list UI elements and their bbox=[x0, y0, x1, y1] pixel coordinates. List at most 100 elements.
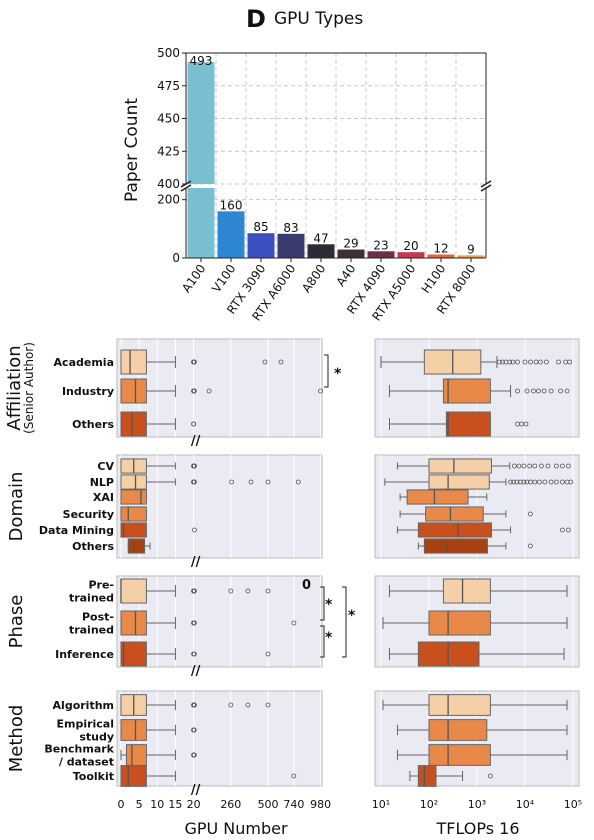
box bbox=[423, 538, 488, 554]
gpu-tick-label: 740 bbox=[283, 798, 304, 811]
box-outlier bbox=[559, 463, 565, 469]
significance-star: * bbox=[325, 597, 333, 613]
panel-letter: D bbox=[246, 5, 266, 33]
box-outlier bbox=[524, 479, 530, 485]
box-row-label: / dataset bbox=[59, 756, 114, 769]
significance-bracket bbox=[324, 354, 329, 388]
box bbox=[127, 538, 146, 554]
box bbox=[120, 349, 147, 375]
significance-star: * bbox=[334, 366, 342, 382]
axis-break-mark bbox=[480, 184, 492, 192]
box-outlier bbox=[262, 359, 268, 365]
box-panel-bg bbox=[116, 454, 323, 559]
box-outlier bbox=[191, 359, 197, 365]
box bbox=[120, 610, 147, 636]
axis-break-mark bbox=[180, 180, 192, 188]
box-outlier bbox=[265, 702, 271, 708]
box-outlier bbox=[228, 702, 234, 708]
gpu-tick-label: 20 bbox=[187, 798, 201, 811]
box-row-label: Pre- bbox=[88, 579, 114, 592]
box bbox=[120, 765, 147, 787]
box-outlier bbox=[191, 651, 197, 657]
box bbox=[120, 474, 147, 490]
box-outlier bbox=[191, 421, 197, 427]
box-row-label: Toolkit bbox=[73, 770, 114, 783]
bar-y-tick-label: 475 bbox=[157, 79, 180, 93]
box-outlier bbox=[556, 359, 561, 365]
box-outlier bbox=[245, 702, 251, 708]
box-outlier bbox=[541, 388, 547, 394]
box bbox=[120, 522, 147, 538]
group-title: Phase bbox=[6, 595, 27, 649]
box-outlier bbox=[559, 479, 565, 485]
box-outlier bbox=[229, 479, 235, 485]
bar-y-tick-label: 200 bbox=[157, 193, 180, 207]
box-outlier bbox=[553, 479, 559, 485]
bar-x-tick-label: A100 bbox=[179, 262, 208, 296]
box bbox=[125, 744, 147, 766]
box bbox=[120, 506, 147, 522]
box bbox=[120, 578, 147, 604]
box-outlier bbox=[564, 388, 570, 394]
bar bbox=[427, 254, 455, 258]
gpu-tick-label: 260 bbox=[220, 798, 241, 811]
gpu-tick-label: 15 bbox=[168, 798, 182, 811]
box bbox=[428, 719, 488, 741]
bar-value-label: 12 bbox=[433, 242, 448, 256]
figure-title: GPU Types bbox=[274, 9, 363, 29]
gpu-tick-label: 0 bbox=[118, 798, 125, 811]
tflops-tick-label: 10³ bbox=[468, 798, 486, 811]
box bbox=[445, 411, 491, 437]
box-outlier bbox=[528, 511, 533, 517]
significance-star: * bbox=[325, 630, 333, 646]
box-outlier bbox=[191, 727, 197, 733]
bar-y-tick-label: 0 bbox=[172, 251, 180, 265]
box-outlier bbox=[521, 479, 527, 485]
bar-y-tick-label: 425 bbox=[157, 144, 180, 158]
axis-break-mark: // bbox=[191, 434, 201, 449]
bar bbox=[217, 211, 245, 258]
box-row-label: XAI bbox=[93, 491, 114, 504]
bar-upper-segment bbox=[187, 62, 215, 184]
box-outlier bbox=[538, 359, 543, 365]
bar-value-label: 85 bbox=[253, 220, 268, 234]
box-outlier bbox=[521, 463, 527, 469]
box-outlier bbox=[295, 479, 301, 485]
box-outlier bbox=[567, 359, 573, 365]
bar bbox=[277, 233, 305, 258]
bar-y-tick-label: 500 bbox=[157, 46, 180, 60]
box-outlier bbox=[553, 463, 559, 469]
box-outlier bbox=[539, 463, 544, 469]
box-outlier bbox=[528, 543, 533, 549]
axis-break-mark: // bbox=[191, 664, 201, 679]
group-subtitle: (Senior Author) bbox=[22, 342, 36, 434]
tflops-tick-label: 10² bbox=[420, 798, 438, 811]
box bbox=[428, 694, 491, 716]
box-outlier bbox=[527, 463, 533, 469]
box-outlier bbox=[508, 479, 513, 485]
box-row-label: Empirical bbox=[56, 718, 114, 731]
bar-value-label: 493 bbox=[190, 54, 213, 68]
tflops-tick-label: 10⁵ bbox=[564, 798, 582, 811]
box-outlier bbox=[318, 388, 323, 394]
bar-lower-segment bbox=[187, 188, 215, 258]
box-row-label: Inference bbox=[55, 648, 114, 661]
axis-break-mark bbox=[180, 184, 192, 192]
tflops-tick-label: 10¹ bbox=[372, 798, 390, 811]
box-outlier bbox=[533, 359, 539, 365]
box bbox=[428, 474, 490, 490]
box bbox=[406, 489, 469, 505]
box-row-label: CV bbox=[97, 460, 114, 473]
box-outlier bbox=[496, 359, 502, 365]
box-outlier bbox=[511, 463, 517, 469]
bar bbox=[307, 244, 335, 258]
box-outlier bbox=[558, 388, 563, 394]
box bbox=[442, 378, 491, 404]
group-title: Domain bbox=[6, 472, 27, 542]
box-outlier bbox=[532, 479, 538, 485]
group-title: Method bbox=[6, 705, 27, 773]
bar-x-tick-label: A40 bbox=[334, 262, 359, 289]
box-outlier bbox=[206, 388, 212, 394]
